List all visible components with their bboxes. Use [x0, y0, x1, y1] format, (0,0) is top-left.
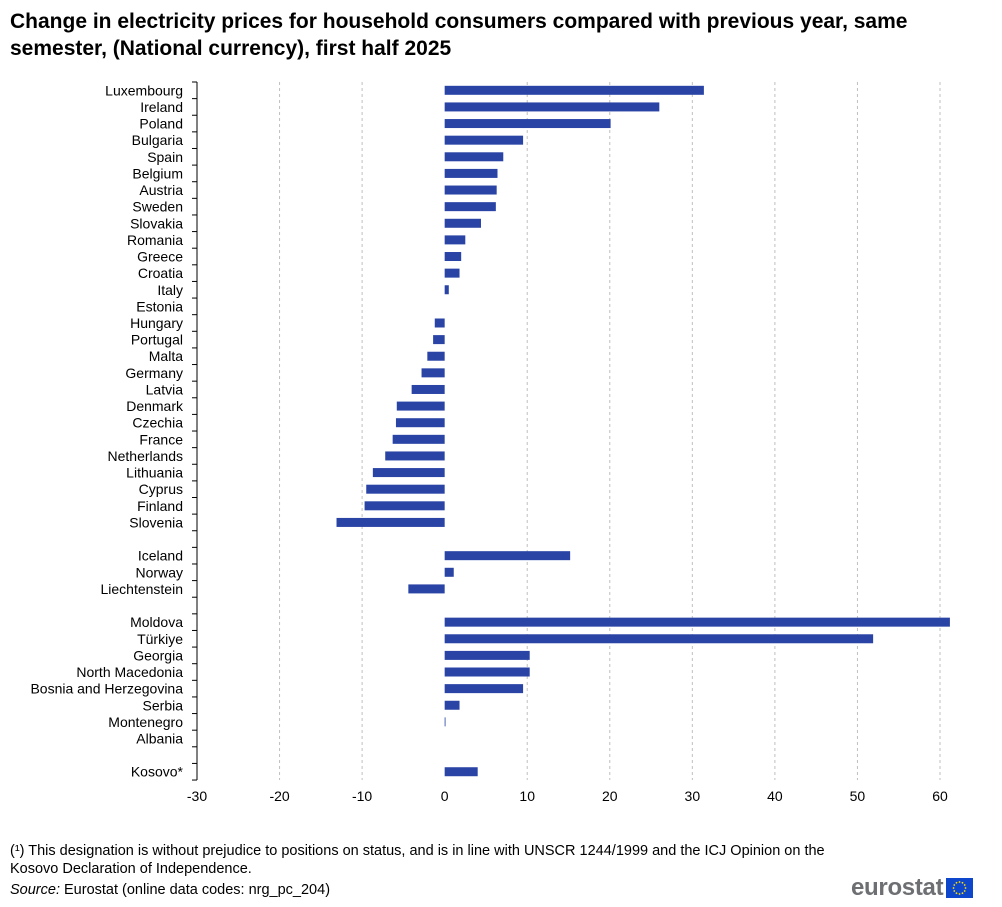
- category-label: Iceland: [138, 548, 183, 564]
- chart-title: Change in electricity prices for househo…: [10, 10, 908, 60]
- bar: [444, 152, 504, 162]
- eurostat-logo: eurostat: [851, 874, 974, 901]
- category-label: Ireland: [140, 99, 183, 115]
- category-label: Latvia: [146, 381, 184, 397]
- category-label: North Macedonia: [76, 664, 183, 680]
- bar: [372, 468, 445, 478]
- bar: [364, 501, 445, 511]
- category-label: Slovakia: [130, 215, 183, 231]
- bar: [444, 252, 462, 262]
- logo-text: eurostat: [851, 874, 944, 901]
- category-label: Slovenia: [129, 514, 183, 530]
- footnote: (¹) This designation is without prejudic…: [10, 843, 825, 877]
- category-label: Moldova: [130, 614, 183, 630]
- x-tick-label: 60: [932, 788, 948, 804]
- x-tick-label: 20: [602, 788, 618, 804]
- bar: [444, 700, 460, 710]
- x-tick-label: 10: [519, 788, 535, 804]
- bar: [444, 85, 704, 95]
- category-label: Bosnia and Herzegovina: [30, 681, 183, 697]
- category-label: Germany: [125, 365, 183, 381]
- bar: [444, 717, 446, 727]
- bar: [444, 268, 460, 278]
- bar: [444, 202, 496, 212]
- category-label: Cyprus: [139, 481, 183, 497]
- x-tick-label: 0: [441, 788, 449, 804]
- bar: [444, 667, 530, 677]
- bar: [421, 368, 445, 378]
- source-label: Source:: [10, 882, 60, 898]
- bar: [336, 517, 445, 527]
- category-label: Türkiye: [137, 631, 183, 647]
- category-label: Belgium: [132, 165, 183, 181]
- x-tick-label: -30: [187, 788, 207, 804]
- bar: [408, 584, 445, 594]
- category-label: Spain: [147, 149, 183, 165]
- category-label: Malta: [149, 348, 183, 364]
- bar: [444, 119, 611, 129]
- bar: [444, 185, 497, 195]
- bar: [444, 135, 524, 145]
- category-label: Denmark: [126, 398, 184, 414]
- category-label: Poland: [139, 116, 183, 132]
- category-label: Lithuania: [126, 465, 183, 481]
- category-label: Montenegro: [108, 714, 183, 730]
- category-label: Luxembourg: [105, 82, 183, 98]
- bar: [444, 617, 950, 627]
- bar: [433, 335, 445, 345]
- category-label: Croatia: [138, 265, 183, 281]
- bar: [444, 767, 478, 777]
- x-tick-label: -10: [352, 788, 372, 804]
- bar: [444, 285, 449, 295]
- bar: [444, 235, 466, 245]
- category-label: Romania: [127, 232, 183, 248]
- bar: [366, 484, 445, 494]
- category-label: Austria: [139, 182, 183, 198]
- category-label: Bulgaria: [132, 132, 184, 148]
- category-label: Estonia: [136, 298, 183, 314]
- x-tick-label: 50: [850, 788, 866, 804]
- category-label: Sweden: [132, 199, 183, 215]
- bar: [444, 650, 530, 660]
- bar: [444, 634, 874, 644]
- x-tick-label: -20: [269, 788, 289, 804]
- bar: [444, 218, 481, 228]
- bar: [396, 401, 445, 411]
- bar: [444, 551, 571, 561]
- source-line: Source: Eurostat (online data codes: nrg…: [10, 882, 330, 898]
- category-label: Greece: [137, 249, 183, 265]
- bar: [434, 318, 445, 328]
- x-tick-label: 40: [767, 788, 783, 804]
- x-tick-label: 30: [685, 788, 701, 804]
- category-label: Portugal: [131, 332, 183, 348]
- bar: [444, 168, 498, 178]
- category-label: Kosovo*: [131, 764, 184, 780]
- category-label: Georgia: [133, 647, 183, 663]
- category-label: Finland: [137, 498, 183, 514]
- category-label: Albania: [136, 730, 183, 746]
- bar: [427, 351, 445, 361]
- category-label: Liechtenstein: [100, 581, 183, 597]
- bar: [411, 384, 445, 394]
- bar: [392, 434, 445, 444]
- source-text: Eurostat (online data codes: nrg_pc_204): [59, 882, 331, 898]
- category-label: Italy: [157, 282, 183, 298]
- category-label: Norway: [136, 564, 183, 580]
- eu-flag-icon: [946, 878, 974, 898]
- bar: [395, 418, 445, 428]
- category-label: Hungary: [130, 315, 183, 331]
- category-label: Serbia: [143, 697, 184, 713]
- bar: [444, 102, 660, 112]
- bar-chart: LuxembourgIrelandPolandBulgariaSpainBelg…: [30, 81, 950, 804]
- category-label: Netherlands: [108, 448, 184, 464]
- category-label: France: [139, 431, 183, 447]
- bar: [444, 684, 524, 694]
- category-label: Czechia: [132, 415, 183, 431]
- bar: [444, 567, 454, 577]
- bar: [385, 451, 445, 461]
